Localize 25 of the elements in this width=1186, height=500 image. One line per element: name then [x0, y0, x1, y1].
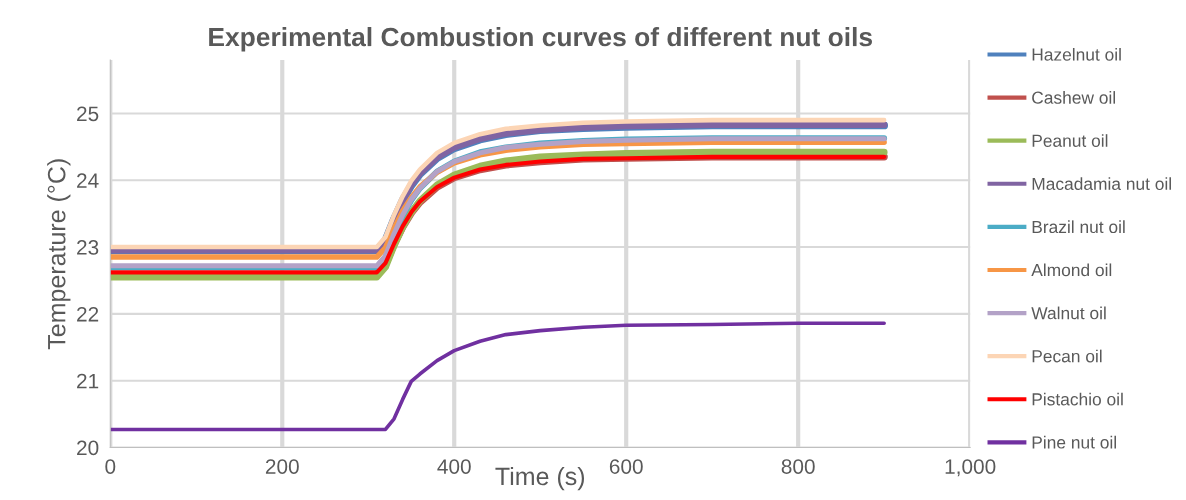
- x-tick-label: 800: [781, 459, 815, 474]
- x-tick-label: 0: [105, 459, 116, 474]
- legend-label: Brazil nut oil: [1032, 220, 1125, 234]
- y-tick-label: 20: [77, 440, 99, 456]
- legend-label: Pistachio oil: [1032, 392, 1123, 406]
- y-tick-label: 22: [77, 306, 99, 322]
- x-tick-label: 400: [437, 459, 471, 474]
- y-tick-label: 23: [77, 240, 99, 255]
- legend-label: Peanut oil: [1032, 134, 1108, 147]
- y-tick-label: 25: [77, 106, 99, 122]
- x-tick-label: 200: [265, 459, 299, 474]
- legend-label: Pecan oil: [1032, 349, 1102, 363]
- legend-label: Walnut oil: [1031, 306, 1106, 320]
- legend-label: Almond oil: [1031, 263, 1112, 277]
- x-tick-label: 1,000: [945, 459, 996, 477]
- x-tick-label: 600: [609, 459, 643, 474]
- legend-label: Hazelnut oil: [1032, 47, 1121, 61]
- y-tick-label: 21: [77, 373, 99, 389]
- legend-label: Cashew oil: [1032, 91, 1116, 104]
- y-axis-title: Temperature (°C): [47, 159, 71, 350]
- y-tick-label: 24: [77, 173, 99, 188]
- x-axis-title: Time (s): [495, 466, 585, 491]
- chart-title: Experimental Combustion curves of different nut oils: [209, 26, 872, 52]
- legend-label: Macadamia nut oil: [1032, 177, 1171, 191]
- legend-label: Pine nut oil: [1032, 435, 1116, 449]
